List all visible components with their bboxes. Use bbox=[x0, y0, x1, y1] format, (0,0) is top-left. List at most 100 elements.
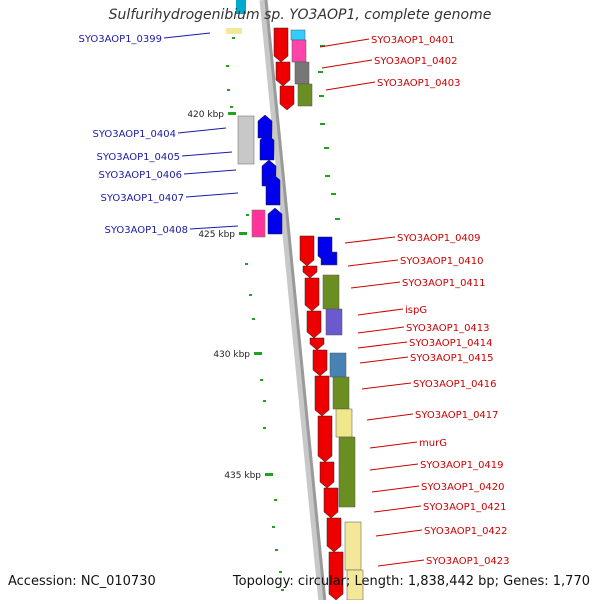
leader-line bbox=[350, 281, 401, 289]
gene-arrow[interactable] bbox=[279, 85, 295, 111]
leader-line bbox=[163, 32, 211, 39]
leader-line bbox=[357, 308, 404, 316]
right-gene-label: SYO3AOP1_0401 bbox=[371, 35, 455, 46]
cog-block bbox=[291, 39, 307, 63]
gene-arrow[interactable] bbox=[267, 207, 283, 235]
gene-arrow[interactable] bbox=[323, 487, 339, 519]
leader-line bbox=[177, 127, 227, 134]
leader-line bbox=[373, 505, 422, 513]
gc-dot bbox=[319, 95, 324, 97]
left-gene-label: SYO3AOP1_0406 bbox=[98, 170, 182, 181]
left-gene-label: SYO3AOP1_0408 bbox=[104, 225, 188, 236]
cog-block bbox=[297, 83, 313, 107]
gc-dot bbox=[274, 499, 277, 501]
gc-dot bbox=[263, 427, 266, 429]
gene-arrow[interactable] bbox=[319, 461, 335, 489]
gc-dot bbox=[260, 379, 263, 381]
gene-arrow[interactable] bbox=[317, 236, 333, 263]
gc-dot bbox=[252, 318, 255, 320]
gene-arrow[interactable] bbox=[273, 27, 289, 63]
gc-dot bbox=[230, 106, 233, 108]
gene-arrow[interactable] bbox=[302, 265, 318, 279]
gene-arrow[interactable] bbox=[326, 517, 342, 553]
gene-arrow[interactable] bbox=[309, 337, 325, 351]
leader-line bbox=[319, 38, 370, 48]
position-tick bbox=[265, 473, 273, 476]
leader-line bbox=[361, 382, 412, 390]
gc-dot bbox=[245, 263, 248, 265]
cog-block bbox=[226, 28, 242, 34]
right-gene-label: SYO3AOP1_0403 bbox=[377, 78, 461, 89]
cog-block bbox=[294, 61, 310, 85]
leader-line bbox=[371, 485, 420, 493]
gene-arrow[interactable] bbox=[304, 277, 320, 312]
leader-line bbox=[359, 356, 409, 364]
gc-dot bbox=[249, 294, 252, 296]
right-gene-label: SYO3AOP1_0419 bbox=[420, 460, 504, 471]
gc-dot bbox=[320, 123, 325, 125]
right-gene-label: SYO3AOP1_0420 bbox=[421, 482, 505, 493]
cog-block bbox=[251, 209, 266, 238]
right-gene-label: SYO3AOP1_0409 bbox=[397, 233, 481, 244]
leader-line bbox=[357, 341, 408, 349]
gc-dot bbox=[275, 549, 278, 551]
gene-arrow[interactable] bbox=[317, 415, 333, 463]
gene-arrow[interactable] bbox=[306, 310, 322, 339]
right-gene-label: SYO3AOP1_0422 bbox=[424, 526, 508, 537]
gene-arrow[interactable] bbox=[328, 551, 344, 601]
position-label: 430 kbp bbox=[213, 350, 250, 360]
gc-dot bbox=[325, 175, 330, 177]
gc-dot bbox=[226, 65, 229, 67]
right-gene-label: SYO3AOP1_0423 bbox=[426, 556, 510, 567]
map-title: Sulfurihydrogenibium sp. YO3AOP1, comple… bbox=[108, 7, 492, 23]
right-gene-label: SYO3AOP1_0411 bbox=[402, 278, 486, 289]
gc-dot bbox=[320, 45, 325, 47]
leader-line bbox=[325, 81, 376, 91]
cog-block bbox=[332, 376, 350, 410]
cog-block bbox=[344, 521, 362, 571]
right-gene-label: SYO3AOP1_0415 bbox=[410, 353, 494, 364]
right-gene-label: SYO3AOP1_0421 bbox=[423, 502, 507, 513]
leader-line bbox=[321, 59, 373, 69]
gene-arrow[interactable] bbox=[314, 375, 330, 417]
cog-block bbox=[329, 352, 347, 378]
position-label: 425 kbp bbox=[198, 230, 235, 240]
backbone-shadow bbox=[259, 0, 326, 601]
leader-line bbox=[183, 169, 237, 175]
gene-arrow[interactable] bbox=[299, 235, 315, 267]
gc-dot bbox=[331, 193, 336, 195]
gc-dot bbox=[279, 571, 282, 573]
gc-dot bbox=[281, 589, 284, 591]
leader-line bbox=[357, 326, 405, 334]
cog-block bbox=[338, 436, 356, 508]
right-gene-label: SYO3AOP1_0414 bbox=[409, 338, 493, 349]
right-gene-label: SYO3AOP1_0413 bbox=[406, 323, 490, 334]
leader-line bbox=[185, 192, 239, 198]
genome-backbone bbox=[264, 0, 327, 601]
gc-dot bbox=[335, 218, 340, 220]
accession-text: Accession: NC_010730 bbox=[8, 574, 156, 589]
gene-arrow[interactable] bbox=[275, 61, 291, 87]
gene-arrow[interactable] bbox=[236, 0, 246, 14]
cog-block bbox=[325, 308, 343, 336]
gene-arrow[interactable] bbox=[259, 133, 275, 161]
left-gene-label: SYO3AOP1_0404 bbox=[92, 129, 176, 140]
position-label: 435 kbp bbox=[224, 471, 261, 481]
position-tick bbox=[228, 112, 236, 115]
genome-summary-text: Topology: circular; Length: 1,838,442 bp… bbox=[232, 574, 590, 589]
right-gene-label: murG bbox=[419, 438, 447, 449]
leader-line bbox=[344, 236, 396, 244]
leader-line bbox=[375, 529, 423, 537]
leader-line bbox=[347, 259, 399, 267]
right-gene-label: SYO3AOP1_0402 bbox=[374, 56, 458, 67]
left-gene-label: SYO3AOP1_0405 bbox=[96, 152, 180, 163]
right-gene-label: SYO3AOP1_0410 bbox=[400, 256, 484, 267]
gene-arrow[interactable] bbox=[257, 114, 273, 139]
gene-arrow[interactable] bbox=[312, 349, 328, 377]
leader-line bbox=[377, 559, 425, 567]
gc-dot bbox=[246, 214, 249, 216]
gene-arrow[interactable] bbox=[265, 173, 281, 206]
right-gene-label: ispG bbox=[405, 305, 427, 316]
